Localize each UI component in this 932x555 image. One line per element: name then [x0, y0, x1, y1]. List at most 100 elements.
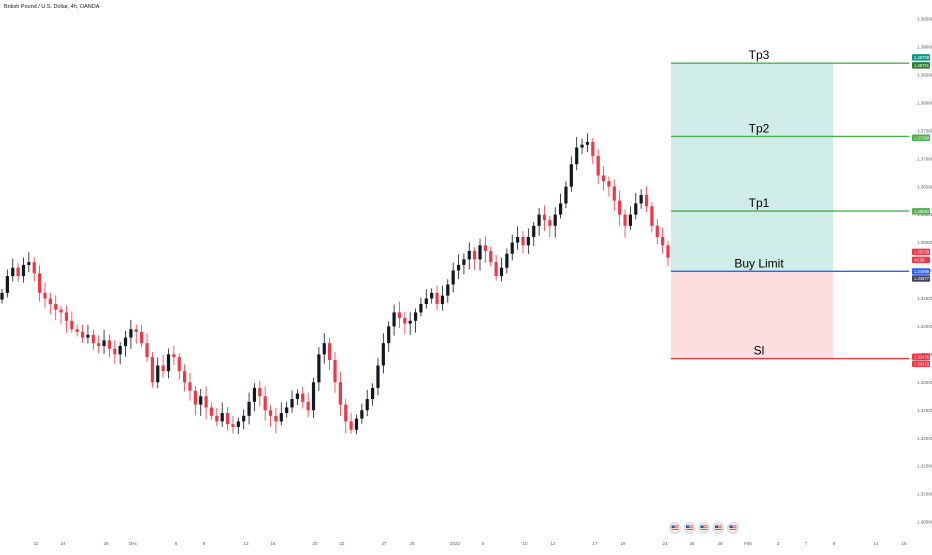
price-badge-countdown [912, 256, 930, 264]
price-badge-text: 48:58 [914, 257, 925, 262]
flag-us-icon[interactable] [669, 522, 681, 534]
time-tick-label: Feb [744, 541, 752, 546]
candle-body [376, 365, 380, 388]
candle-body [150, 357, 154, 383]
loss-zone[interactable] [671, 271, 833, 359]
candle-body [532, 225, 536, 237]
candle-body [558, 203, 563, 215]
levels: Tp3 Tp2 Tp1 Buy Limit Sl [671, 48, 912, 360]
price-tick-label: 1.36500 [917, 184, 932, 189]
candle-body [48, 298, 52, 305]
candle-body [161, 365, 165, 372]
candle-body [80, 331, 85, 338]
candle-body [279, 413, 283, 422]
time-tick-label: 8 [203, 541, 206, 546]
candle-body [650, 206, 654, 226]
candle-body [317, 354, 321, 383]
time-tick-label: 26 [689, 541, 695, 546]
candle-body [86, 334, 90, 338]
candle-body [510, 242, 514, 254]
candle-body [209, 407, 214, 416]
candle-body [274, 415, 278, 422]
candle-body [564, 186, 568, 204]
price-badge-text: 1.34877 [914, 276, 930, 281]
event-icons[interactable] [669, 522, 739, 534]
candle-body [43, 292, 47, 299]
candle-body [413, 312, 418, 321]
candle-body [456, 264, 461, 271]
candle-body [59, 309, 63, 313]
candle-body [446, 284, 450, 296]
flag-us-icon[interactable] [727, 522, 739, 534]
candle-body [220, 413, 224, 422]
price-tick-label: 1.37500 [917, 128, 932, 133]
candle-body [553, 214, 557, 226]
time-tick-label: 19 [620, 541, 626, 546]
candle-body [242, 415, 246, 422]
time-tick-label: 14 [873, 541, 879, 546]
price-badge-text: 1.33435 [914, 354, 930, 359]
flag-us-icon[interactable] [683, 522, 696, 534]
candle-body [268, 410, 273, 416]
candle-body [204, 396, 208, 408]
time-axis[interactable]: 22 24 29 Dec 6 8 13 15 20 22 27 29 2022 5 10 12 17 19 24 26… [33, 541, 907, 546]
candles [0, 133, 670, 435]
level-label: Buy Limit [734, 256, 784, 270]
flag-us-icon[interactable] [698, 522, 710, 534]
profit-zone[interactable] [671, 63, 833, 272]
price-tick-label: 1.39000 [917, 45, 932, 50]
time-tick-label: 16 [901, 541, 907, 546]
candle-body [258, 387, 262, 397]
price-badge-text: 1.38701 [914, 63, 930, 68]
price-badge-sl-upper [912, 353, 930, 361]
candle-body [575, 147, 579, 165]
candle-body [618, 200, 622, 215]
candle-body [494, 262, 498, 277]
candle-body [344, 404, 348, 422]
price-tick-label: 1.34000 [917, 324, 932, 329]
candle-body [392, 312, 396, 327]
candle-body [601, 175, 606, 182]
candle-body [247, 401, 251, 416]
candle-body [537, 214, 541, 226]
candle-body [231, 424, 235, 428]
candle-body [123, 337, 128, 346]
candle-body [156, 365, 160, 383]
position-zones [671, 63, 833, 359]
candle-body [489, 250, 493, 263]
candle-body [188, 382, 192, 391]
candle-body [360, 410, 364, 419]
time-tick-label: 2022 [450, 541, 461, 546]
candle-body [473, 250, 477, 260]
candle-body [623, 214, 627, 226]
price-tick-label: 1.31000 [917, 492, 932, 497]
price-tick-label: 1.32000 [917, 436, 932, 441]
price-badge-text: 1.38709 [914, 55, 930, 60]
candle-body [580, 144, 584, 148]
candle-body [542, 214, 547, 221]
price-badges: 1.38709 1.38701 1.37398 1.36063 1.35230 48:58… [912, 54, 930, 368]
price-axis[interactable]: 1.39500 1.39000 1.38500 1.38000 1.37500 1.370… [909, 0, 932, 550]
time-tick-label: 6 [175, 541, 178, 546]
price-tick-label: 1.35500 [917, 240, 932, 245]
price-badge-buy-limit [912, 268, 930, 275]
candle-body [75, 329, 79, 332]
flag-us-icon[interactable] [712, 522, 725, 534]
candle-body [145, 343, 149, 358]
candle-body [424, 298, 428, 305]
price-tick-label: 1.39500 [917, 17, 932, 22]
price-tick-label: 1.33000 [917, 380, 932, 385]
candle-body [295, 393, 300, 400]
candle-body [354, 418, 359, 430]
candle-body [5, 276, 9, 293]
candle-body [118, 345, 122, 355]
level-label: Sl [754, 344, 765, 358]
candle-body [140, 331, 144, 344]
time-tick-label: 13 [243, 541, 249, 546]
level-label: Tp1 [749, 196, 770, 210]
candle-body [451, 270, 455, 285]
candle-body [419, 304, 423, 313]
candle-body [113, 348, 117, 355]
